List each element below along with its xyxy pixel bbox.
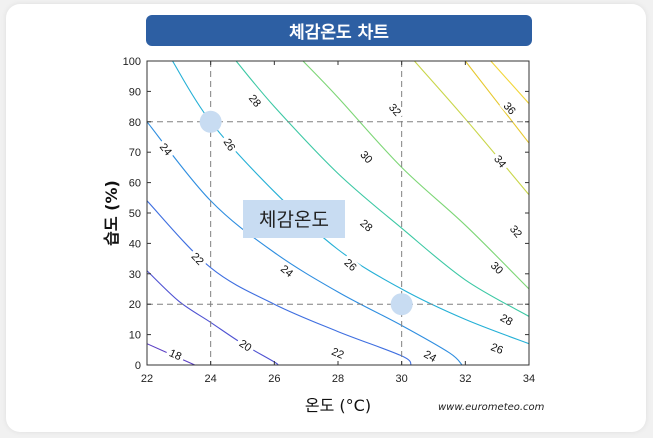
contour-line-30 bbox=[302, 61, 529, 290]
contour-label-bg bbox=[490, 150, 511, 173]
contour-label: 34 bbox=[491, 153, 508, 170]
center-label-box bbox=[243, 200, 345, 238]
contour-label-bg bbox=[355, 214, 378, 236]
contour-label: 22 bbox=[330, 346, 346, 362]
contour-label: 28 bbox=[498, 312, 515, 329]
x-tick-label: 30 bbox=[396, 373, 408, 385]
x-axis-label: 온도 (°C) bbox=[305, 396, 371, 415]
y-tick-label: 100 bbox=[123, 56, 141, 68]
contour-label-bg bbox=[219, 133, 240, 156]
y-tick-label: 70 bbox=[129, 147, 141, 159]
contour-line-20 bbox=[147, 270, 279, 365]
contour-label: 24 bbox=[422, 349, 439, 366]
contour-label: 18 bbox=[167, 347, 183, 363]
contour-line-32 bbox=[413, 61, 529, 196]
contour-label: 26 bbox=[489, 341, 505, 357]
contour-label-bg bbox=[340, 254, 362, 276]
chart-title: 체감온도 차트 bbox=[146, 15, 532, 46]
contour-line-36 bbox=[490, 61, 529, 104]
contour-label: 24 bbox=[157, 141, 174, 158]
contour-label-bg bbox=[486, 257, 508, 279]
contour-label-bg bbox=[356, 146, 378, 168]
highlight-point bbox=[390, 293, 413, 316]
y-tick-label: 10 bbox=[129, 330, 141, 342]
contour-label-bg bbox=[419, 346, 442, 365]
contour-label-bg bbox=[499, 97, 521, 119]
contour-label-bg bbox=[187, 247, 209, 270]
contour-label-bg bbox=[155, 138, 177, 160]
y-axis-label: 습도 (%) bbox=[102, 180, 121, 246]
x-tick-label: 22 bbox=[141, 373, 153, 385]
x-tick-label: 24 bbox=[205, 373, 217, 385]
contour-label: 24 bbox=[278, 263, 295, 280]
contour-line-34 bbox=[464, 61, 529, 144]
y-tick-label: 50 bbox=[129, 208, 141, 220]
contour-label-bg bbox=[234, 335, 257, 356]
y-tick-label: 20 bbox=[129, 299, 141, 311]
contour-label-bg bbox=[327, 343, 349, 362]
contour-label-bg bbox=[495, 309, 518, 330]
contour-label: 20 bbox=[237, 338, 254, 355]
contour-line-24 bbox=[147, 121, 463, 365]
contour-label-bg bbox=[164, 345, 187, 364]
contour-label-bg bbox=[505, 220, 527, 242]
contour-label-bg bbox=[486, 339, 508, 358]
y-tick-label: 40 bbox=[129, 238, 141, 250]
x-tick-label: 34 bbox=[523, 373, 535, 385]
highlight-point bbox=[199, 110, 222, 133]
y-tick-label: 0 bbox=[135, 360, 141, 372]
x-tick-label: 28 bbox=[332, 373, 344, 385]
y-tick-label: 30 bbox=[129, 269, 141, 281]
y-tick-label: 60 bbox=[129, 178, 141, 190]
y-tick-label: 90 bbox=[129, 86, 141, 98]
x-tick-label: 32 bbox=[459, 373, 471, 385]
contour-label: 26 bbox=[221, 137, 238, 154]
contour-label-bg bbox=[384, 98, 406, 121]
contour-label-bg bbox=[276, 260, 298, 282]
y-tick-label: 80 bbox=[129, 117, 141, 129]
contour-label-bg bbox=[244, 89, 266, 112]
source-url[interactable]: www.eurometeo.com bbox=[438, 402, 545, 413]
center-label: 체감온도 bbox=[259, 209, 329, 231]
x-tick-label: 26 bbox=[268, 373, 280, 385]
contour-line-28 bbox=[235, 61, 529, 317]
